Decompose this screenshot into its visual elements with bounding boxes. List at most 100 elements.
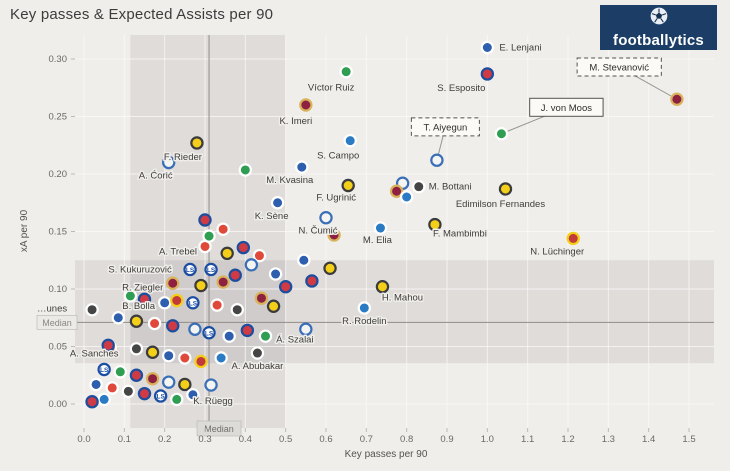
data-point[interactable] — [230, 303, 244, 317]
data-point[interactable] — [341, 178, 355, 193]
data-point[interactable] — [157, 296, 172, 310]
data-point[interactable] — [161, 375, 176, 389]
data-point[interactable] — [268, 267, 283, 281]
soccer-ball-icon — [649, 6, 669, 31]
data-point[interactable] — [266, 299, 281, 313]
logo-brand-text: footballytics — [613, 32, 704, 49]
data-point[interactable] — [216, 275, 230, 289]
data-point[interactable] — [428, 217, 442, 232]
data-point[interactable] — [178, 377, 192, 392]
data-point[interactable] — [214, 351, 228, 365]
data-point[interactable] — [297, 253, 311, 267]
data-point[interactable] — [89, 377, 103, 392]
badge-initials: LS — [156, 394, 165, 401]
data-point[interactable] — [198, 213, 212, 227]
data-point[interactable] — [147, 316, 162, 331]
data-point[interactable] — [113, 365, 128, 379]
data-point[interactable] — [566, 231, 580, 246]
data-point[interactable] — [343, 133, 357, 148]
data-point[interactable] — [412, 179, 426, 194]
data-point[interactable] — [204, 378, 218, 392]
data-point[interactable]: LS — [204, 262, 218, 277]
data-point[interactable] — [240, 323, 255, 338]
point-label: M. Kvasina — [266, 175, 314, 186]
data-point[interactable] — [295, 160, 309, 174]
data-point[interactable] — [494, 127, 509, 141]
data-point[interactable] — [188, 322, 202, 336]
data-point[interactable] — [129, 314, 144, 328]
data-point[interactable] — [178, 351, 192, 365]
data-point[interactable] — [85, 303, 99, 317]
data-point[interactable] — [270, 196, 285, 210]
data-point[interactable] — [202, 229, 216, 243]
data-point[interactable] — [480, 40, 495, 55]
data-point[interactable] — [220, 246, 234, 261]
data-point[interactable] — [252, 248, 267, 263]
data-point[interactable] — [85, 395, 99, 409]
data-point[interactable] — [170, 392, 184, 407]
data-point[interactable] — [339, 64, 353, 79]
data-point[interactable] — [210, 298, 224, 312]
data-point[interactable]: LS — [186, 296, 200, 310]
data-point[interactable] — [498, 182, 513, 196]
data-point[interactable] — [161, 349, 176, 363]
data-point[interactable] — [194, 278, 208, 293]
data-point[interactable] — [299, 322, 313, 336]
data-point[interactable] — [250, 346, 265, 360]
data-point[interactable]: LS — [183, 262, 197, 277]
data-point[interactable] — [389, 184, 404, 198]
data-point[interactable] — [327, 228, 341, 242]
data-point[interactable] — [357, 301, 372, 315]
data-point[interactable] — [111, 311, 125, 325]
data-point[interactable] — [186, 388, 200, 402]
data-point[interactable] — [137, 386, 152, 401]
x-tick-label: 1.5 — [682, 434, 695, 445]
callout-label: M. Stevanović — [589, 63, 649, 74]
data-point[interactable] — [170, 293, 184, 308]
data-point[interactable] — [145, 372, 160, 386]
data-point[interactable] — [121, 384, 136, 399]
data-point[interactable]: LS — [153, 389, 168, 403]
data-point[interactable] — [166, 319, 180, 333]
data-point[interactable] — [305, 274, 319, 288]
data-point[interactable] — [129, 342, 144, 356]
data-point[interactable] — [254, 291, 269, 305]
point-label: A. Trebel — [159, 246, 197, 257]
x-tick-label: 0.4 — [239, 434, 252, 445]
point-label: A. Ćorić — [139, 171, 173, 182]
data-point[interactable] — [236, 240, 251, 255]
data-point[interactable] — [244, 258, 259, 272]
data-point[interactable] — [238, 163, 253, 177]
data-point[interactable] — [319, 210, 333, 225]
data-point[interactable] — [323, 261, 337, 275]
data-point[interactable] — [194, 354, 208, 369]
data-point[interactable]: LS — [97, 362, 111, 377]
data-point[interactable] — [222, 329, 236, 343]
data-point[interactable] — [129, 368, 144, 382]
badge-initials: LS — [207, 267, 216, 274]
data-point[interactable] — [430, 153, 444, 167]
data-point[interactable] — [373, 221, 388, 235]
data-point[interactable] — [145, 345, 160, 359]
data-point[interactable] — [670, 92, 684, 106]
data-point[interactable] — [278, 280, 293, 294]
data-point[interactable] — [480, 67, 495, 81]
data-point[interactable] — [137, 292, 152, 307]
data-point[interactable] — [299, 98, 313, 112]
data-point[interactable] — [101, 338, 115, 353]
data-point[interactable] — [190, 136, 204, 150]
data-point[interactable] — [375, 280, 390, 294]
data-point[interactable] — [97, 392, 111, 407]
data-point[interactable] — [105, 381, 119, 395]
data-point[interactable] — [228, 268, 242, 282]
data-point[interactable] — [399, 190, 414, 204]
point-label: K. Sène — [255, 211, 289, 222]
data-point[interactable] — [166, 276, 180, 290]
data-point[interactable] — [161, 155, 176, 170]
data-point[interactable] — [123, 289, 138, 303]
data-point[interactable] — [258, 329, 273, 343]
data-point[interactable] — [216, 222, 230, 236]
data-point[interactable]: LS — [202, 326, 216, 340]
